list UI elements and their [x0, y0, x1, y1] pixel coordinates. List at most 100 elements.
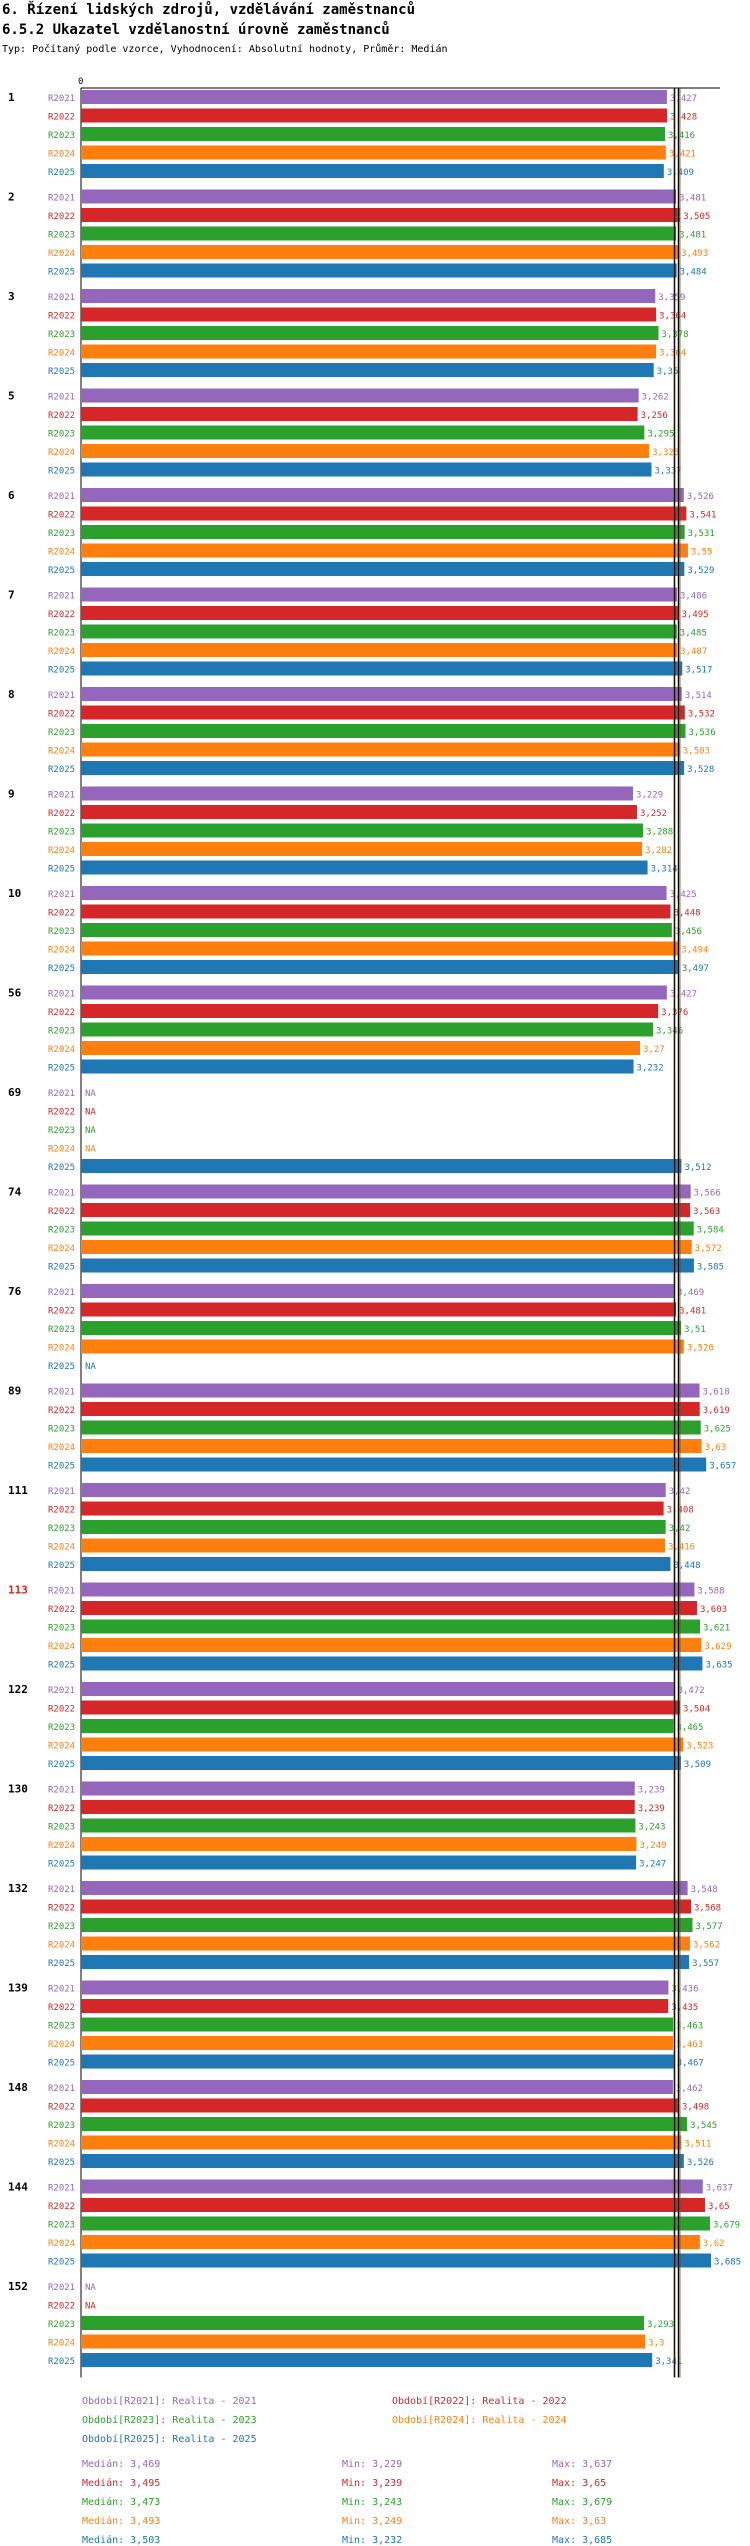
series-label: R2025 — [48, 1163, 75, 1173]
data-label: 3,486 — [680, 592, 707, 602]
bar — [81, 1955, 690, 1969]
data-label: 3,685 — [714, 2258, 741, 2268]
data-label: 3,584 — [697, 1226, 724, 1236]
data-label: 3,364 — [659, 312, 686, 322]
series-label: R2021 — [48, 1487, 75, 1497]
data-label: 3,364 — [659, 349, 686, 359]
chart-title: 6. Řízení lidských zdrojů, vzdělávání za… — [2, 2, 416, 18]
bar — [81, 208, 681, 222]
bar — [81, 2017, 674, 2032]
data-label: 3,487 — [680, 647, 707, 657]
series-label: R2025 — [48, 1959, 75, 1969]
series-label: R2021 — [48, 791, 75, 801]
bar — [81, 687, 682, 701]
series-label: R2022 — [48, 1108, 75, 1118]
data-label: 3,629 — [704, 1642, 731, 1652]
series-label: R2025 — [48, 1561, 75, 1571]
bar — [81, 624, 677, 639]
bar — [81, 127, 666, 141]
bar — [81, 661, 683, 676]
bar — [81, 985, 667, 1000]
series-label: R2025 — [48, 1462, 75, 1472]
bar — [81, 1756, 681, 1770]
category-label: 132 — [8, 1882, 28, 1895]
bar — [81, 1203, 691, 1217]
bar — [81, 1818, 636, 1833]
series-label: R2024 — [48, 846, 75, 856]
bar — [81, 761, 685, 775]
series-label: R2025 — [48, 765, 75, 775]
data-label: 3,494 — [681, 946, 708, 956]
category-label: 122 — [8, 1683, 28, 1696]
bar — [81, 705, 685, 720]
series-label: R2024 — [48, 1145, 75, 1155]
bar — [81, 1520, 666, 1534]
data-label: 3,498 — [682, 2103, 709, 2113]
bar — [81, 444, 650, 458]
data-label: 3,262 — [642, 393, 669, 403]
series-label: R2023 — [48, 430, 75, 440]
data-label: 3,572 — [695, 1244, 722, 1254]
bar — [81, 1501, 664, 1516]
series-label: R2022 — [48, 411, 75, 421]
na-label: NA — [85, 1126, 96, 1136]
series-label: R2023 — [48, 629, 75, 639]
data-label: 3,657 — [709, 1462, 736, 1472]
series-label: R2025 — [48, 2357, 75, 2367]
data-label: 3,416 — [668, 1543, 695, 1553]
bar — [81, 145, 666, 160]
data-label: 3,346 — [656, 1027, 683, 1037]
series-label: R2024 — [48, 249, 75, 259]
bar — [81, 1538, 666, 1553]
series-label: R2025 — [48, 467, 75, 477]
bar — [81, 742, 680, 757]
series-label: R2022 — [48, 809, 75, 819]
series-label: R2023 — [48, 728, 75, 738]
data-label: 3,514 — [685, 691, 712, 701]
bar — [81, 1800, 635, 1814]
series-label: R2021 — [48, 492, 75, 502]
series-label: R2024 — [48, 1742, 75, 1752]
bar — [81, 1184, 691, 1199]
series-label: R2024 — [48, 2339, 75, 2349]
data-label: 3,577 — [696, 1922, 723, 1932]
bar — [81, 805, 637, 819]
bar — [81, 1557, 671, 1571]
series-label: R2021 — [48, 2084, 75, 2094]
category-label: 130 — [8, 1783, 28, 1796]
series-label: R2025 — [48, 1263, 75, 1273]
series-label: R2021 — [48, 293, 75, 303]
data-label: 3,545 — [690, 2121, 717, 2131]
bar — [81, 1284, 675, 1298]
data-label: 3,563 — [693, 1207, 720, 1217]
bar — [81, 562, 685, 576]
series-label: R2023 — [48, 1226, 75, 1236]
data-label: 3,436 — [671, 1985, 698, 1995]
data-label: 3,359 — [658, 293, 685, 303]
series-label: R2022 — [48, 909, 75, 919]
stat-max: Max: 3,679 — [552, 2496, 613, 2508]
bar — [81, 1339, 684, 1354]
category-label: 1 — [8, 91, 15, 104]
bar — [81, 108, 668, 123]
bar — [81, 1483, 666, 1497]
data-label: 3,566 — [694, 1189, 721, 1199]
bar — [81, 425, 645, 440]
data-label: 3,465 — [676, 1723, 703, 1733]
series-label: R2021 — [48, 1189, 75, 1199]
data-label: 3,425 — [670, 890, 697, 900]
series-label: R2023 — [48, 1126, 75, 1136]
series-label: R2021 — [48, 1985, 75, 1995]
data-label: 3,618 — [703, 1388, 730, 1398]
series-label: R2023 — [48, 131, 75, 141]
data-label: 3,247 — [639, 1860, 666, 1870]
legend-entry: Období[R2021]: Realita - 2021 — [82, 2395, 257, 2407]
bar — [81, 886, 667, 900]
series-label: R2023 — [48, 1624, 75, 1634]
data-label: 3,484 — [680, 268, 707, 278]
series-label: R2024 — [48, 548, 75, 558]
bar — [81, 2080, 673, 2094]
data-label: 3,63 — [705, 1443, 727, 1453]
bar — [81, 1700, 681, 1715]
data-label: 3,428 — [670, 113, 697, 123]
